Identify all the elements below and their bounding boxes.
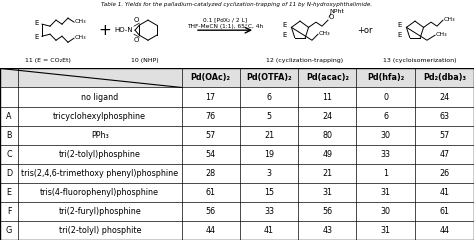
Text: 80: 80 xyxy=(322,131,332,140)
Text: 10 (NHP): 10 (NHP) xyxy=(131,58,159,63)
Text: 41: 41 xyxy=(264,226,274,235)
Text: 33: 33 xyxy=(264,207,274,216)
Text: E: E xyxy=(283,22,287,28)
Text: 15: 15 xyxy=(264,188,274,197)
Text: 61: 61 xyxy=(206,188,216,197)
Text: tri(2-tolyl)phosphine: tri(2-tolyl)phosphine xyxy=(59,150,141,159)
Text: 1: 1 xyxy=(383,169,388,178)
Text: 30: 30 xyxy=(381,207,391,216)
Text: E: E xyxy=(283,32,287,38)
Text: 44: 44 xyxy=(206,226,216,235)
Text: 30: 30 xyxy=(381,131,391,140)
Text: F: F xyxy=(7,207,11,216)
Text: 26: 26 xyxy=(439,169,449,178)
Text: 28: 28 xyxy=(206,169,216,178)
Text: tris(2,4,6-trimethoxy phenyl)phosphine: tris(2,4,6-trimethoxy phenyl)phosphine xyxy=(21,169,178,178)
Text: NPht: NPht xyxy=(329,9,344,14)
Text: 19: 19 xyxy=(264,150,274,159)
Text: CH₃: CH₃ xyxy=(319,31,331,36)
Text: 11 (E = CO₂Et): 11 (E = CO₂Et) xyxy=(25,58,71,63)
Text: 41: 41 xyxy=(439,188,449,197)
Text: THF-MeCN (1:1), 65°C, 4h: THF-MeCN (1:1), 65°C, 4h xyxy=(187,24,263,29)
Text: O: O xyxy=(134,17,139,23)
Text: A: A xyxy=(6,112,12,120)
Text: 33: 33 xyxy=(381,150,391,159)
Text: tris(4-fluorophenyl)phosphine: tris(4-fluorophenyl)phosphine xyxy=(40,188,159,197)
Bar xyxy=(0,68,474,87)
Text: 5: 5 xyxy=(266,112,272,120)
Text: Pd(acac)₂: Pd(acac)₂ xyxy=(306,73,349,82)
Text: 31: 31 xyxy=(381,226,391,235)
Text: +or: +or xyxy=(357,26,373,35)
Text: 76: 76 xyxy=(206,112,216,120)
Text: E: E xyxy=(35,20,39,26)
Text: 43: 43 xyxy=(322,226,332,235)
Text: E: E xyxy=(7,188,11,197)
Text: 17: 17 xyxy=(206,92,216,102)
Text: D: D xyxy=(6,169,12,178)
Text: Table 1. Yields for the palladium-catalyzed cyclization-trapping of 11 by N-hydr: Table 1. Yields for the palladium-cataly… xyxy=(101,2,373,7)
Text: Pd(OTFA)₂: Pd(OTFA)₂ xyxy=(246,73,292,82)
Text: E: E xyxy=(398,22,402,28)
Text: 21: 21 xyxy=(322,169,332,178)
Text: 54: 54 xyxy=(206,150,216,159)
Text: tri(2-furyl)phosphine: tri(2-furyl)phosphine xyxy=(58,207,141,216)
Text: 21: 21 xyxy=(264,131,274,140)
Text: O: O xyxy=(329,14,334,20)
Text: 6: 6 xyxy=(383,112,388,120)
Text: Pd₂(dba)₃: Pd₂(dba)₃ xyxy=(423,73,466,82)
Text: 3: 3 xyxy=(266,169,272,178)
Text: G: G xyxy=(6,226,12,235)
Text: 47: 47 xyxy=(439,150,449,159)
Text: no ligand: no ligand xyxy=(81,92,118,102)
Text: tri(2-tolyl) phosphite: tri(2-tolyl) phosphite xyxy=(58,226,141,235)
Text: 31: 31 xyxy=(381,188,391,197)
Text: B: B xyxy=(6,131,12,140)
Text: E: E xyxy=(35,34,39,40)
Text: CH₃: CH₃ xyxy=(75,19,87,24)
Text: O: O xyxy=(134,37,139,43)
Text: CH₃: CH₃ xyxy=(444,17,456,22)
Text: 6: 6 xyxy=(266,92,272,102)
Text: tricyclohexylphosphine: tricyclohexylphosphine xyxy=(53,112,146,120)
Text: 13 (cycloisomerization): 13 (cycloisomerization) xyxy=(383,58,457,63)
Text: 11: 11 xyxy=(322,92,332,102)
Text: 56: 56 xyxy=(206,207,216,216)
Text: 57: 57 xyxy=(206,131,216,140)
Text: 63: 63 xyxy=(439,112,449,120)
Text: +: + xyxy=(99,23,111,38)
Text: 44: 44 xyxy=(439,226,449,235)
Text: 61: 61 xyxy=(439,207,449,216)
Text: 24: 24 xyxy=(439,92,449,102)
Text: 0.1 [PdX₂ / 2 L]: 0.1 [PdX₂ / 2 L] xyxy=(203,18,247,23)
Text: 0: 0 xyxy=(383,92,388,102)
Text: 31: 31 xyxy=(322,188,332,197)
Text: HO-N: HO-N xyxy=(114,27,133,33)
Text: Pd(OAc)₂: Pd(OAc)₂ xyxy=(191,73,231,82)
Text: 12 (cyclization-trapping): 12 (cyclization-trapping) xyxy=(266,58,344,63)
Text: CH₃: CH₃ xyxy=(436,32,447,37)
Text: E: E xyxy=(398,32,402,38)
Text: 56: 56 xyxy=(322,207,332,216)
Text: 49: 49 xyxy=(322,150,332,159)
Text: C: C xyxy=(6,150,12,159)
Text: CH₃: CH₃ xyxy=(75,35,87,40)
Text: Pd(hfa)₂: Pd(hfa)₂ xyxy=(367,73,404,82)
Text: 57: 57 xyxy=(439,131,449,140)
Text: 24: 24 xyxy=(322,112,332,120)
Text: PPh₃: PPh₃ xyxy=(91,131,109,140)
